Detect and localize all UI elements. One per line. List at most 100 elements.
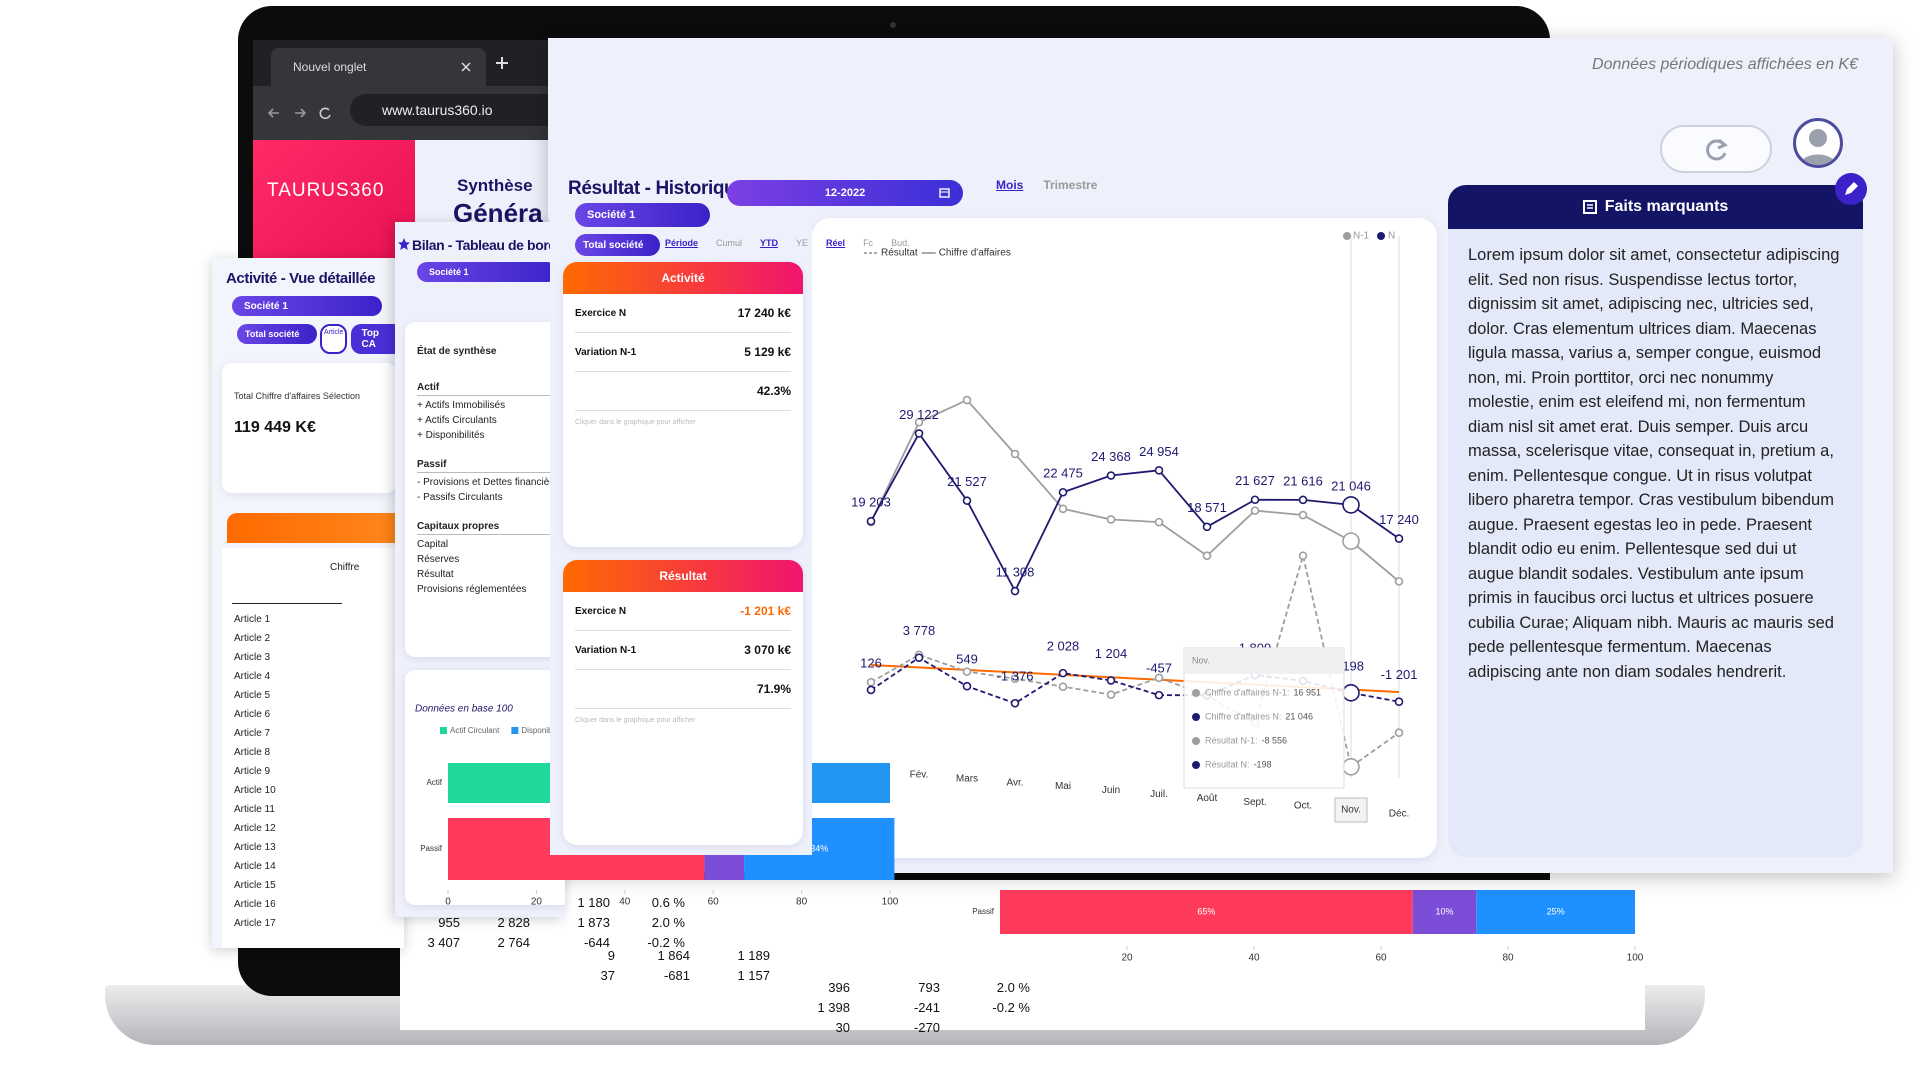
edit-button[interactable] — [1835, 173, 1867, 205]
article-name: Article 3 — [234, 652, 271, 663]
data-label: 10% — [1435, 906, 1453, 916]
data-point — [1394, 577, 1404, 586]
tooltip-value: -8 556 — [1262, 735, 1288, 745]
bilan-company[interactable]: Société 1 — [417, 262, 557, 282]
x-tick-label: Août — [1197, 793, 1218, 804]
article-name: Article 9 — [234, 766, 271, 777]
avatar[interactable] — [1793, 118, 1843, 168]
tab[interactable]: Article — [320, 324, 348, 354]
scope-select[interactable]: Total société — [237, 324, 317, 344]
company-select[interactable]: Société 1 — [232, 296, 382, 316]
table-cell: 0.6 % — [651, 895, 685, 910]
article-row: Article 2 — [234, 629, 334, 648]
data-point — [1342, 532, 1360, 550]
data-label: 29 122 — [899, 407, 939, 422]
article-name: Article 17 — [234, 918, 276, 929]
data-label: -457 — [1146, 661, 1172, 676]
data-point — [1106, 515, 1116, 524]
mode-option[interactable]: Période — [665, 238, 699, 248]
refresh-button[interactable] — [1660, 125, 1772, 173]
activite-banner — [227, 513, 404, 543]
tooltip-label: Chiffre d'affaires N: — [1205, 711, 1281, 721]
data-point — [1154, 466, 1164, 475]
group-title: Actif — [417, 382, 565, 396]
series-line — [870, 431, 1400, 594]
legend-dot — [1343, 232, 1351, 240]
x-tick-label: Mai — [1055, 781, 1071, 792]
data-label: 34% — [810, 843, 828, 853]
data-label: 2 028 — [1047, 639, 1080, 654]
chart-title: Données en base 100 — [415, 704, 513, 715]
tab-close[interactable] — [461, 62, 471, 72]
data-point — [1010, 698, 1020, 708]
article-row: Article 7 — [234, 724, 334, 743]
period-tab[interactable]: Trimestre — [1043, 178, 1098, 192]
group-item: - Passifs Circulants — [417, 492, 503, 503]
data-label: 17 240 — [1379, 512, 1419, 527]
faits-header: Faits marquants — [1448, 185, 1863, 229]
x-tick-label: 60 — [708, 897, 720, 908]
data-point — [1058, 668, 1068, 678]
tooltip-value: 16 951 — [1293, 687, 1321, 697]
mode-option[interactable]: Réel — [826, 238, 846, 248]
x-tick-label: 80 — [796, 897, 808, 908]
mode-option[interactable]: Bud. — [891, 238, 910, 248]
nav-buttons[interactable] — [267, 104, 337, 122]
data-point — [1250, 506, 1260, 515]
table-cell: 2.0 % — [996, 980, 1030, 995]
faits-card: Faits marquants Lorem ipsum dolor sit am… — [1448, 185, 1863, 857]
resultat-title: Résultat - Historique — [568, 178, 746, 199]
article-name: Article 2 — [234, 633, 271, 644]
table-cell: 1 864 — [657, 948, 690, 963]
series-line — [870, 555, 1400, 769]
period-tab[interactable]: Mois — [996, 178, 1024, 192]
resultat-company[interactable]: Société 1 — [575, 203, 710, 227]
mode-option[interactable]: Fc — [863, 238, 874, 248]
group-title: Capitaux propres — [417, 521, 565, 535]
article-row: Article 14 — [234, 857, 334, 876]
data-point — [1106, 676, 1116, 685]
table-cell: 793 — [918, 980, 940, 995]
data-point — [962, 681, 972, 691]
mode-option[interactable]: YTD — [760, 238, 779, 248]
tab-title: Nouvel onglet — [293, 60, 367, 74]
row: Exercice N -1 201 k€ — [575, 592, 791, 631]
group-item: + Actifs Circulants — [417, 415, 497, 426]
legend-label: Disponibilités — [521, 726, 568, 735]
new-tab[interactable] — [495, 56, 509, 70]
data-point — [1298, 495, 1308, 505]
date-picker[interactable]: 12-2022 — [727, 180, 963, 206]
faits-text: Lorem ipsum dolor sit amet, consectetur … — [1468, 246, 1840, 681]
article-list: Article 1 Article 2 Article 3 Article 4 Arti… — [234, 610, 334, 933]
row: 71.9% — [575, 670, 791, 709]
company: Société 1 — [244, 300, 288, 312]
table-cell: 955 — [438, 915, 460, 930]
group-title: Passif — [417, 459, 565, 473]
activite-tabs: Article Top CA — [320, 324, 404, 354]
company: Société 1 — [587, 209, 636, 221]
data-point — [1154, 690, 1164, 700]
url: www.taurus360.io — [382, 102, 493, 118]
data-point — [1342, 496, 1360, 514]
faits-icon — [1582, 200, 1597, 214]
row: Variation N-1 3 070 k€ — [575, 631, 791, 670]
legend-swatch — [440, 727, 447, 734]
table-cell: 1 157 — [737, 968, 770, 983]
browser-tab[interactable]: Nouvel onglet — [271, 48, 486, 86]
data-point — [1394, 697, 1404, 707]
article-name: Article 16 — [234, 899, 276, 910]
data-label: 21 527 — [947, 474, 987, 489]
article-row: Article 9 — [234, 762, 334, 781]
row: 42.3% — [575, 372, 791, 411]
mode-option[interactable]: Cumul — [716, 238, 743, 248]
tooltip-value: 21 046 — [1285, 711, 1313, 721]
x-tick-label: Oct. — [1294, 801, 1312, 812]
article-row: Article 13 — [234, 838, 334, 857]
tooltip-dot — [1192, 737, 1200, 745]
table-cell: -681 — [663, 968, 690, 983]
resultat-scope[interactable]: Total société — [575, 234, 660, 256]
article-name: Article 4 — [234, 671, 271, 682]
tooltip-dot — [1192, 689, 1200, 697]
kpi-card: Résultat Exercice N -1 201 k€ Variation N-1… — [563, 560, 803, 845]
mode-option[interactable]: YE — [796, 238, 809, 248]
